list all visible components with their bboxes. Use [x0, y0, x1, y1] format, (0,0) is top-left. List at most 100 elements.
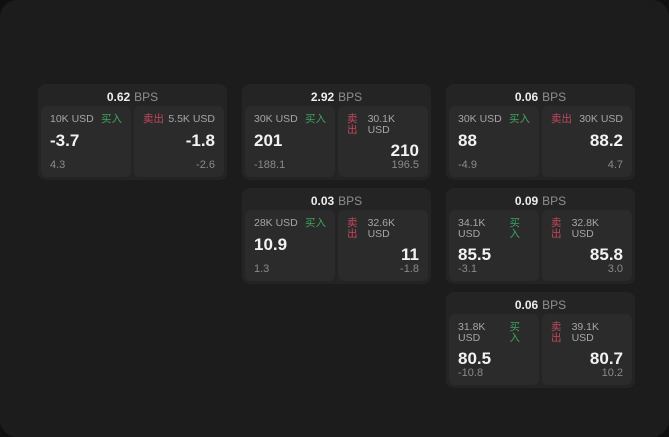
buy-panel[interactable]: 30K USD 买入 201 -188.1 [245, 106, 335, 177]
price-panels: 10K USD 买入 -3.7 4.3 卖出 5.5K USD -1.8 -2.… [41, 106, 224, 177]
buy-delta: 4.3 [50, 159, 66, 171]
sell-panel[interactable]: 卖出 32.8K USD 85.8 3.0 [542, 210, 632, 281]
sell-label: 卖出 [143, 113, 164, 125]
quote-card: 0.06 BPS 30K USD 买入 88 -4.9 卖出 30K USD 8… [446, 84, 635, 180]
buy-price: 201 [254, 130, 283, 150]
sell-panel-top: 卖出 32.8K USD [551, 218, 623, 239]
sell-amount: 32.8K USD [571, 217, 600, 240]
buy-delta: -188.1 [254, 159, 286, 171]
sell-label: 卖出 [551, 113, 572, 125]
buy-label: 买入 [509, 113, 530, 125]
buy-price: 80.5 [458, 349, 492, 368]
buy-delta: -3.1 [458, 263, 477, 275]
quote-card: 0.03 BPS 28K USD 买入 10.9 1.3 卖出 32.6K US… [242, 188, 431, 284]
card-header: 0.09 BPS [449, 191, 632, 210]
sell-amount: 30.1K USD [367, 113, 396, 136]
buy-panel[interactable]: 31.8K USD 买入 80.5 -10.8 [449, 314, 539, 385]
buy-panel[interactable]: 30K USD 买入 88 -4.9 [449, 106, 539, 177]
sell-panel-top: 卖出 30.1K USD [347, 114, 419, 135]
buy-label: 买入 [305, 217, 326, 229]
buy-amount: 30K USD [254, 113, 298, 125]
price-panels: 28K USD 买入 10.9 1.3 卖出 32.6K USD 11 -1.8 [245, 210, 428, 281]
buy-panel-top: 28K USD 买入 [254, 218, 326, 229]
sell-panel[interactable]: 卖出 5.5K USD -1.8 -2.6 [134, 106, 224, 177]
sell-price: 80.7 [589, 349, 623, 368]
sell-delta: 10.2 [601, 367, 623, 379]
bps-value: 0.09 [514, 193, 539, 208]
buy-delta: -10.8 [458, 367, 484, 379]
bps-value: 0.06 [514, 89, 539, 104]
sell-panel-top: 卖出 39.1K USD [551, 322, 623, 343]
sell-delta: 4.7 [607, 159, 623, 171]
bps-value: 2.92 [310, 89, 335, 104]
buy-amount: 10K USD [50, 113, 94, 125]
bps-unit-label: BPS [542, 193, 567, 208]
price-panels: 34.1K USD 买入 85.5 -3.1 卖出 32.8K USD 85.8… [449, 210, 632, 281]
price-panels: 31.8K USD 买入 80.5 -10.8 卖出 39.1K USD 80.… [449, 314, 632, 385]
quotes-grid: 0.62 BPS 10K USD 买入 -3.7 4.3 卖出 5.5K USD… [38, 84, 635, 388]
buy-amount: 34.1K USD [458, 217, 486, 240]
buy-label: 买入 [509, 321, 520, 344]
price-panels: 30K USD 买入 201 -188.1 卖出 30.1K USD 210 1… [245, 106, 428, 177]
buy-delta: -4.9 [458, 159, 477, 171]
sell-label: 卖出 [347, 217, 358, 240]
sell-amount: 30K USD [579, 113, 623, 125]
buy-label: 买入 [509, 217, 520, 240]
bps-value: 0.06 [514, 297, 539, 312]
sell-delta: -2.6 [196, 159, 215, 171]
buy-amount: 30K USD [458, 113, 502, 125]
buy-panel-top: 34.1K USD 买入 [458, 218, 530, 239]
buy-panel-top: 10K USD 买入 [50, 114, 122, 125]
buy-panel[interactable]: 34.1K USD 买入 85.5 -3.1 [449, 210, 539, 281]
quote-card: 0.09 BPS 34.1K USD 买入 85.5 -3.1 卖出 32.8K… [446, 188, 635, 284]
card-header: 0.03 BPS [245, 191, 428, 210]
sell-price: 85.8 [589, 245, 623, 264]
sell-label: 卖出 [347, 113, 358, 136]
card-header: 0.06 BPS [449, 87, 632, 106]
sell-amount: 39.1K USD [571, 321, 600, 344]
sell-label: 卖出 [551, 321, 562, 344]
buy-price: 10.9 [254, 234, 288, 254]
buy-label: 买入 [305, 113, 326, 125]
buy-panel[interactable]: 28K USD 买入 10.9 1.3 [245, 210, 335, 281]
quote-card: 0.62 BPS 10K USD 买入 -3.7 4.3 卖出 5.5K USD… [38, 84, 227, 180]
sell-label: 卖出 [551, 217, 562, 240]
bps-unit-label: BPS [134, 89, 159, 104]
sell-price: 88.2 [589, 130, 623, 150]
bps-unit-label: BPS [542, 89, 567, 104]
buy-amount: 31.8K USD [458, 321, 486, 344]
price-panels: 30K USD 买入 88 -4.9 卖出 30K USD 88.2 4.7 [449, 106, 632, 177]
buy-amount: 28K USD [254, 217, 298, 229]
card-header: 2.92 BPS [245, 87, 428, 106]
quote-card: 2.92 BPS 30K USD 买入 201 -188.1 卖出 30.1K … [242, 84, 431, 180]
buy-panel-top: 30K USD 买入 [254, 114, 326, 125]
buy-price: -3.7 [50, 130, 80, 150]
sell-panel-top: 卖出 5.5K USD [143, 114, 215, 125]
buy-panel[interactable]: 10K USD 买入 -3.7 4.3 [41, 106, 131, 177]
quote-card: 0.06 BPS 31.8K USD 买入 80.5 -10.8 卖出 39.1… [446, 292, 635, 388]
bps-value: 0.03 [310, 193, 335, 208]
sell-panel[interactable]: 卖出 30K USD 88.2 4.7 [542, 106, 632, 177]
sell-delta: -1.8 [400, 263, 419, 275]
sell-delta: 196.5 [391, 159, 419, 171]
buy-panel-top: 30K USD 买入 [458, 114, 530, 125]
sell-panel[interactable]: 卖出 30.1K USD 210 196.5 [338, 106, 428, 177]
sell-amount: 5.5K USD [168, 113, 215, 125]
sell-price: -1.8 [185, 130, 215, 150]
bps-unit-label: BPS [542, 297, 567, 312]
buy-price: 85.5 [458, 245, 492, 264]
bps-unit-label: BPS [338, 193, 363, 208]
sell-price: 210 [390, 141, 419, 160]
sell-amount: 32.6K USD [367, 217, 396, 240]
buy-label: 买入 [101, 113, 122, 125]
sell-panel[interactable]: 卖出 32.6K USD 11 -1.8 [338, 210, 428, 281]
sell-panel-top: 卖出 30K USD [551, 114, 623, 125]
buy-panel-top: 31.8K USD 买入 [458, 322, 530, 343]
bps-value: 0.62 [106, 89, 131, 104]
sell-panel[interactable]: 卖出 39.1K USD 80.7 10.2 [542, 314, 632, 385]
sell-panel-top: 卖出 32.6K USD [347, 218, 419, 239]
buy-delta: 1.3 [254, 263, 270, 275]
card-header: 0.62 BPS [41, 87, 224, 106]
